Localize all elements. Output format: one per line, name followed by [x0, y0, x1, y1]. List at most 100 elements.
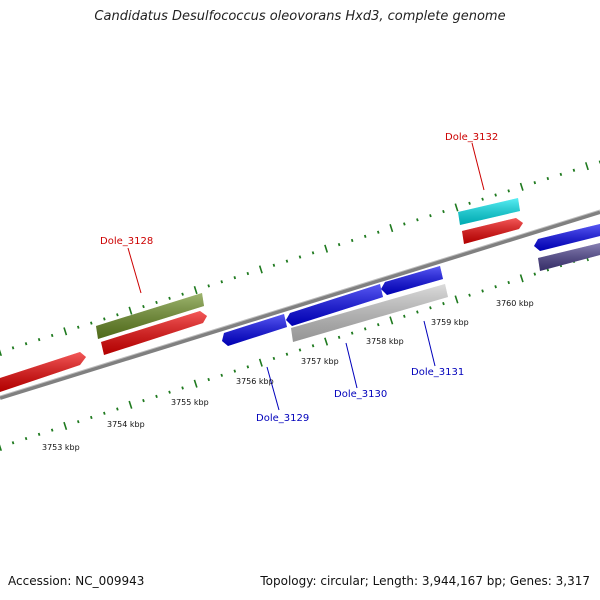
- major-tick: [389, 316, 394, 325]
- gene-label-dole-3131: Dole_3131: [411, 367, 464, 378]
- major-tick: [63, 421, 68, 430]
- gene-label-dole-3132: Dole_3132: [445, 132, 498, 143]
- map-title: Candidatus Desulfococcus oleovorans Hxd3…: [94, 9, 506, 24]
- minor-tick: [103, 411, 106, 415]
- minor-tick: [11, 441, 15, 445]
- minor-tick: [90, 415, 93, 420]
- kbp-label: 3755 kbp: [171, 398, 209, 407]
- minor-tick: [285, 352, 289, 356]
- gene-dole-3132[interactable]: [458, 198, 520, 225]
- accession-text: Accession: NC_009943: [8, 574, 145, 588]
- minor-tick: [416, 310, 419, 314]
- gene-dole-3130-grey[interactable]: [291, 284, 448, 342]
- major-tick: [519, 274, 524, 283]
- major-tick: [128, 306, 133, 315]
- major-tick: [454, 295, 459, 304]
- minor-tick: [311, 344, 315, 348]
- kbp-label: 3753 kbp: [42, 443, 80, 452]
- minor-tick: [468, 293, 471, 297]
- minor-tick: [507, 189, 510, 193]
- minor-tick: [376, 323, 380, 327]
- minor-tick: [246, 271, 250, 276]
- kbp-label: 3756 kbp: [236, 377, 274, 386]
- major-tick: [258, 265, 263, 274]
- minor-tick: [116, 313, 119, 317]
- minor-tick: [50, 333, 54, 338]
- minor-tick: [37, 338, 41, 342]
- genome-summary-text: Topology: circular; Length: 3,944,167 bp…: [260, 574, 590, 588]
- minor-tick: [311, 251, 315, 255]
- minor-tick: [181, 292, 184, 296]
- minor-tick: [168, 296, 171, 300]
- minor-tick: [24, 342, 28, 346]
- minor-tick: [76, 325, 80, 329]
- minor-tick: [442, 209, 445, 214]
- lower-tick-track: [0, 251, 600, 452]
- minor-tick: [416, 218, 419, 222]
- genome-backbone: [0, 210, 600, 400]
- major-tick: [63, 327, 68, 336]
- gene-label-dole-3129: Dole_3129: [256, 413, 309, 424]
- gene-label-dole-3130: Dole_3130: [334, 389, 387, 400]
- minor-tick: [76, 420, 80, 424]
- minor-tick: [37, 432, 41, 436]
- major-tick: [193, 285, 198, 295]
- minor-tick: [429, 214, 432, 218]
- minor-tick: [533, 181, 537, 185]
- minor-tick: [90, 321, 93, 325]
- gene-blue-right[interactable]: [534, 224, 600, 251]
- minor-tick: [116, 407, 119, 411]
- minor-tick: [507, 280, 510, 285]
- minor-tick: [155, 394, 158, 399]
- minor-tick: [142, 304, 145, 309]
- minor-tick: [285, 259, 289, 263]
- minor-tick: [376, 230, 380, 234]
- minor-tick: [546, 176, 550, 181]
- major-tick: [128, 400, 133, 409]
- minor-tick: [298, 348, 302, 352]
- minor-tick: [246, 365, 250, 369]
- gene-dole-3128[interactable]: [96, 293, 204, 339]
- minor-tick: [494, 193, 497, 197]
- major-tick: [584, 162, 589, 171]
- minor-tick: [559, 172, 563, 176]
- minor-tick: [363, 234, 367, 238]
- gene-label-dole-3128: Dole_3128: [100, 236, 153, 247]
- minor-tick: [429, 306, 432, 310]
- minor-tick: [442, 301, 445, 306]
- minor-tick: [220, 373, 224, 377]
- minor-tick: [468, 201, 471, 205]
- major-tick: [519, 182, 524, 191]
- minor-tick: [481, 289, 484, 293]
- minor-tick: [233, 276, 237, 280]
- upper-tick-track: [0, 160, 600, 357]
- minor-tick: [272, 356, 276, 361]
- minor-tick: [220, 280, 224, 284]
- kbp-label: 3758 kbp: [366, 337, 404, 346]
- kbp-label: 3754 kbp: [107, 420, 145, 429]
- major-tick: [389, 224, 394, 233]
- major-tick: [0, 349, 2, 357]
- major-tick: [454, 203, 459, 212]
- minor-tick: [350, 238, 354, 243]
- minor-tick: [298, 255, 302, 259]
- gene-red-left[interactable]: [0, 352, 86, 392]
- minor-tick: [24, 436, 28, 441]
- minor-tick: [337, 335, 341, 339]
- minor-tick: [233, 369, 237, 373]
- minor-tick: [403, 314, 406, 318]
- label-leader-lines: [127, 142, 485, 411]
- gene-dole-3130-a[interactable]: [286, 284, 383, 326]
- gene-red-3132-pair[interactable]: [462, 218, 523, 244]
- minor-tick: [533, 272, 537, 276]
- gene-dole-3131[interactable]: [381, 266, 443, 295]
- gene-red-3128-pair[interactable]: [101, 311, 207, 355]
- kbp-label: 3760 kbp: [496, 299, 534, 308]
- gene-dole-3129[interactable]: [222, 314, 287, 346]
- major-tick: [324, 337, 329, 346]
- gene-slate-right[interactable]: [538, 243, 600, 271]
- minor-tick: [572, 168, 576, 172]
- minor-tick: [337, 243, 341, 247]
- minor-tick: [207, 377, 210, 382]
